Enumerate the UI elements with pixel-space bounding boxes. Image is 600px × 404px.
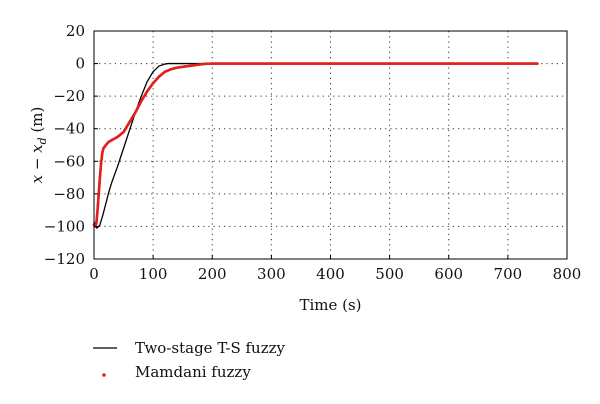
- x-axis-label: Time (s): [299, 296, 361, 314]
- y-tick-label: −80: [53, 185, 85, 203]
- y-axis: 20 0 −20 −40 −60 −80 −100 −120: [44, 22, 98, 268]
- x-tick-label: 600: [434, 265, 463, 283]
- legend: Two-stage T-S fuzzy Mamdani fuzzy: [93, 339, 286, 381]
- x-tick-label: 200: [198, 265, 227, 283]
- plot-frame: [93, 30, 568, 260]
- y-axis-label-main: x − x: [28, 144, 46, 184]
- y-tick-label: −60: [53, 152, 85, 170]
- plot-area: [92, 62, 539, 229]
- y-axis-label: x − xd (m): [28, 107, 49, 184]
- y-axis-label-unit: (m): [28, 107, 46, 138]
- x-tick-label: 700: [494, 265, 523, 283]
- legend-label-mamdani: Mamdani fuzzy: [135, 363, 251, 381]
- y-tick-label: −100: [44, 217, 85, 235]
- x-tick-label: 0: [89, 265, 99, 283]
- y-tick-label: 20: [66, 22, 85, 40]
- x-axis: 0 100 200 300 400 500 600 700 800: [89, 255, 581, 283]
- grid-lines: [94, 31, 567, 259]
- x-tick-label: 400: [316, 265, 345, 283]
- y-axis-label-subscript: d: [36, 137, 49, 144]
- x-tick-label: 100: [139, 265, 168, 283]
- y-tick-label: 0: [75, 55, 85, 73]
- x-tick-label: 800: [553, 265, 582, 283]
- y-tick-label: −40: [53, 120, 85, 138]
- x-tick-label: 300: [257, 265, 286, 283]
- mamdani-point: [536, 62, 539, 65]
- legend-swatch-mamdani: [102, 373, 106, 377]
- series-mamdani: [92, 62, 539, 228]
- y-tick-label: −20: [53, 87, 85, 105]
- y-tick-label: −120: [44, 250, 85, 268]
- legend-label-two-stage: Two-stage T-S fuzzy: [135, 339, 286, 357]
- series-two-stage-line: [93, 62, 538, 229]
- x-tick-label: 500: [375, 265, 404, 283]
